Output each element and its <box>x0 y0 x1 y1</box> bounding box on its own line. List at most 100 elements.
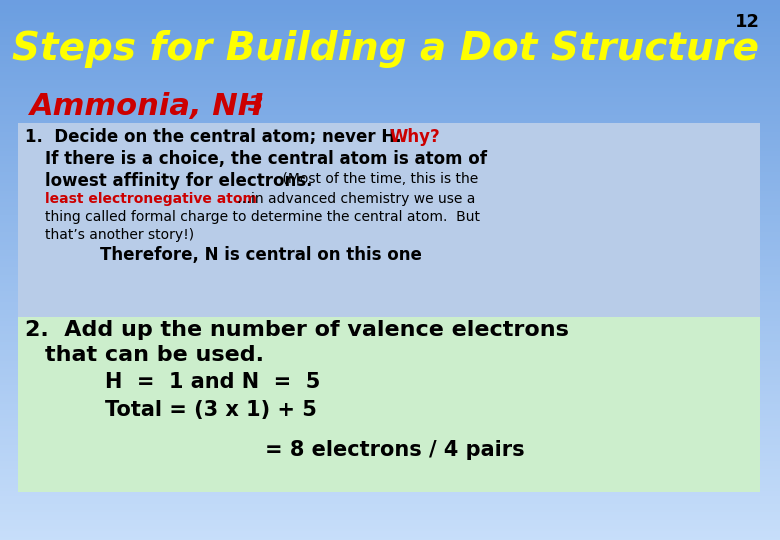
Bar <box>0 342 780 346</box>
Bar <box>0 264 780 267</box>
Bar <box>0 288 780 292</box>
Bar <box>0 207 780 211</box>
Bar <box>0 372 780 375</box>
Bar <box>0 417 780 421</box>
Bar <box>0 490 780 494</box>
FancyBboxPatch shape <box>18 317 760 492</box>
Bar <box>0 439 780 443</box>
Bar <box>0 258 780 262</box>
Bar <box>0 34 780 38</box>
Bar <box>0 269 780 273</box>
Bar <box>0 426 780 429</box>
Bar <box>0 328 780 332</box>
Bar <box>0 461 780 464</box>
Bar <box>0 120 780 124</box>
Bar <box>0 137 780 140</box>
Bar <box>0 323 780 327</box>
Bar <box>0 409 780 413</box>
Text: that can be used.: that can be used. <box>45 345 264 365</box>
Bar <box>0 293 780 297</box>
Bar <box>0 231 780 235</box>
Bar <box>0 75 780 78</box>
Bar <box>0 520 780 524</box>
Bar <box>0 326 780 329</box>
Bar <box>0 345 780 348</box>
Bar <box>0 45 780 49</box>
Bar <box>0 285 780 289</box>
Bar <box>0 296 780 300</box>
Text: 2.  Add up the number of valence electrons: 2. Add up the number of valence electron… <box>25 320 569 340</box>
Bar <box>0 320 780 324</box>
Bar <box>0 234 780 238</box>
Text: Total = (3 x 1) + 5: Total = (3 x 1) + 5 <box>105 400 317 420</box>
Bar <box>0 450 780 454</box>
Bar <box>0 85 780 89</box>
Bar <box>0 126 780 130</box>
Bar <box>0 469 780 472</box>
Text: 3: 3 <box>248 95 264 115</box>
Bar <box>0 96 780 100</box>
Bar <box>0 56 780 59</box>
Bar <box>0 536 780 540</box>
Bar <box>0 477 780 481</box>
Bar <box>0 261 780 265</box>
Bar <box>0 53 780 57</box>
Bar <box>0 347 780 351</box>
Bar <box>0 428 780 432</box>
Bar <box>0 463 780 467</box>
Text: 12: 12 <box>735 13 760 31</box>
Bar <box>0 488 780 491</box>
Bar <box>0 291 780 294</box>
Bar <box>0 255 780 259</box>
Text: Ammonia, NH: Ammonia, NH <box>30 92 264 121</box>
Bar <box>0 142 780 146</box>
Bar <box>0 83 780 86</box>
Bar <box>0 164 780 167</box>
Bar <box>0 15 780 19</box>
Bar <box>0 99 780 103</box>
Bar <box>0 0 780 3</box>
Bar <box>0 282 780 286</box>
Bar <box>0 166 780 170</box>
Bar <box>0 431 780 435</box>
Bar <box>0 447 780 451</box>
Bar <box>0 509 780 513</box>
Bar <box>0 37 780 40</box>
Bar <box>0 26 780 30</box>
Bar <box>0 393 780 397</box>
Bar <box>0 358 780 362</box>
Bar <box>0 299 780 302</box>
Bar <box>0 2 780 5</box>
Bar <box>0 420 780 424</box>
Bar <box>0 307 780 310</box>
Bar <box>0 534 780 537</box>
Bar <box>0 444 780 448</box>
Bar <box>0 498 780 502</box>
Bar <box>0 501 780 505</box>
Bar <box>0 174 780 178</box>
Text: (Most of the time, this is the: (Most of the time, this is the <box>278 172 478 186</box>
Bar <box>0 404 780 408</box>
Bar <box>0 226 780 230</box>
Bar <box>0 23 780 27</box>
Bar <box>0 91 780 94</box>
Bar <box>0 528 780 532</box>
Bar <box>0 369 780 373</box>
Bar <box>0 512 780 516</box>
Bar <box>0 507 780 510</box>
FancyBboxPatch shape <box>18 123 760 318</box>
Bar <box>0 112 780 116</box>
Bar <box>0 29 780 32</box>
Text: H  =  1 and N  =  5: H = 1 and N = 5 <box>105 372 321 392</box>
Bar <box>0 7 780 11</box>
Bar <box>0 239 780 243</box>
Bar <box>0 201 780 205</box>
Bar <box>0 158 780 162</box>
Bar <box>0 301 780 305</box>
Bar <box>0 401 780 405</box>
Bar <box>0 453 780 456</box>
Bar <box>0 88 780 92</box>
Bar <box>0 531 780 535</box>
Bar <box>0 396 780 400</box>
Bar <box>0 131 780 135</box>
